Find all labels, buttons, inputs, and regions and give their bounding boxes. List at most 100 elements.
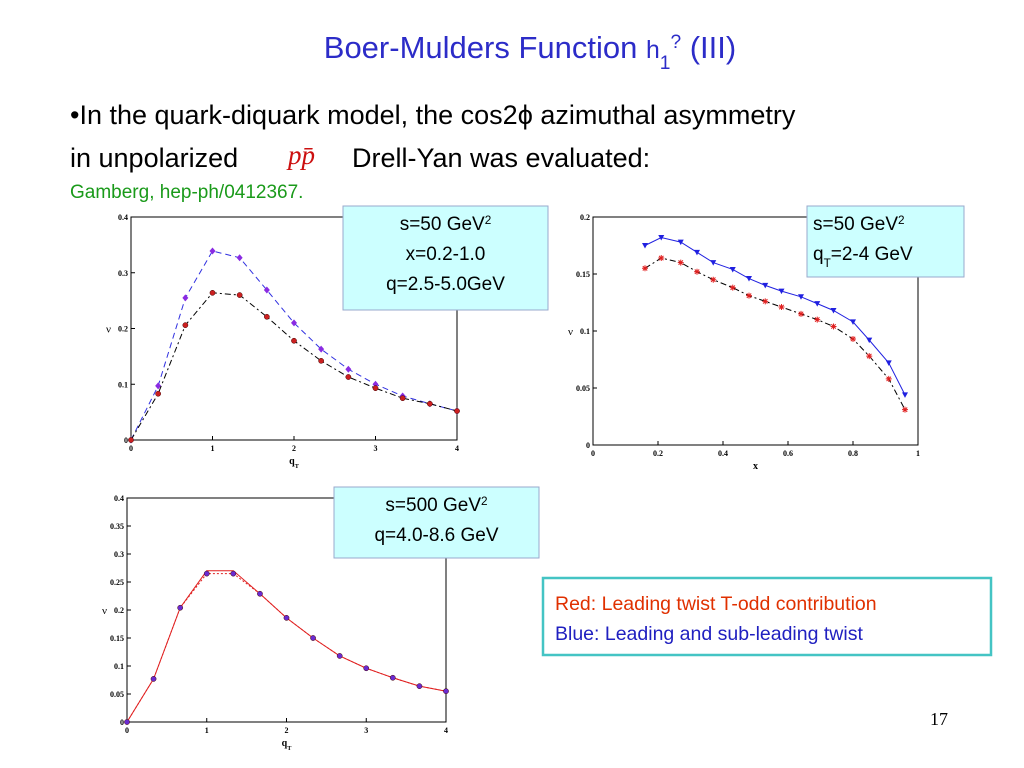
y-tick-label: 0.4 [114,494,124,503]
x-tick-label: 4 [455,444,459,453]
marker [443,688,449,695]
marker [291,337,297,344]
marker [885,375,892,382]
marker [283,614,290,621]
marker [694,268,700,275]
annotation-text: s=500 GeV2 [385,495,487,517]
marker [150,676,157,682]
marker [902,406,908,413]
y-tick-label: 0.25 [110,578,124,587]
annotation-text: qT=2-4 GeV [813,244,913,270]
marker [658,255,665,262]
marker [291,319,297,327]
marker [778,304,785,311]
x-tick-label: 1 [211,444,215,453]
text-part: ? [670,32,681,53]
marker [710,276,717,283]
marker [236,292,243,298]
x-axis-label: qT [282,738,293,752]
x-tick-label: 3 [364,726,368,735]
bullet-line: in unpolarized [70,143,238,173]
marker [310,635,316,641]
marker [230,570,237,577]
text-part: q=4.0-8.6 GeV [374,525,498,546]
marker [454,408,460,414]
y-axis-label: ν [106,324,111,336]
text-part: 2 [898,214,905,227]
marker [155,390,161,397]
x-axis-label: qT [289,456,300,470]
marker [762,298,769,305]
series-line [644,236,906,396]
legend-box [541,576,993,657]
text-part: q [813,244,824,265]
text-part: =2-4 GeV [831,244,913,265]
marker [798,294,804,300]
marker [902,392,908,398]
marker [209,289,216,296]
x-tick-label: 3 [374,444,378,453]
text-part: T [824,257,831,270]
math-symbol: pp̄ [286,140,315,170]
x-tick-label: 0.4 [718,449,728,458]
marker [850,319,856,325]
y-tick-label: 0.1 [580,327,590,336]
text-part: x=0.2-1.0 [406,244,486,265]
text-part: q [282,738,288,749]
page-number: 17 [930,709,948,729]
marker [264,313,270,320]
marker [798,310,804,317]
y-tick-label: 0.15 [110,634,124,643]
y-tick-label: 0.3 [118,269,128,278]
y-tick-label: 0.1 [118,380,128,389]
legend-text: Blue: Leading and sub-leading twist [555,623,863,645]
marker [389,674,396,681]
y-tick-label: 0.4 [118,213,128,222]
marker [336,653,343,659]
y-tick-label: 0.15 [576,270,590,279]
x-axis-label: x [753,461,758,472]
annotation-text: q=2.5-5.0GeV [386,274,505,295]
y-tick-label: 0.2 [114,606,124,615]
x-tick-label: 0.6 [783,449,793,458]
y-axis-label: ν [102,605,107,617]
text-part: q=2.5-5.0GeV [386,274,505,295]
legend-text: Red: Leading twist T-odd contribution [555,593,877,615]
bullet-line: •In the quark-diquark model, the cos2ϕ a… [70,100,796,130]
y-tick-label: 0.05 [110,690,124,699]
y-axis-label: ν [568,326,573,338]
y-tick-label: 0 [586,441,590,450]
x-tick-label: 0 [129,444,133,453]
y-tick-label: 0.35 [110,522,124,531]
annotation-box [806,205,965,278]
annotation-text: s=50 GeV2 [813,214,905,236]
text-part: T [287,745,292,752]
marker [694,249,700,256]
marker [778,288,785,295]
marker [746,276,752,282]
text-part: 2 [481,495,488,508]
marker [345,374,352,380]
marker [427,400,433,407]
marker [128,437,134,443]
marker [363,665,370,672]
marker [263,286,270,294]
marker [642,265,648,272]
annotation-text: s=50 GeV2 [400,214,492,236]
marker [729,284,736,291]
annotation-box [333,486,540,559]
marker [885,360,892,366]
marker [155,382,162,390]
marker [318,345,325,353]
marker [399,395,406,402]
x-tick-label: 2 [285,726,289,735]
marker [658,235,665,241]
marker [830,323,837,330]
marker [729,266,736,273]
marker [677,259,684,266]
marker [866,337,873,344]
slide-title: Boer-Mulders Function h1? (III) [324,30,736,74]
marker [203,570,210,577]
marker [182,322,189,329]
text-part: s=50 GeV [400,214,485,235]
